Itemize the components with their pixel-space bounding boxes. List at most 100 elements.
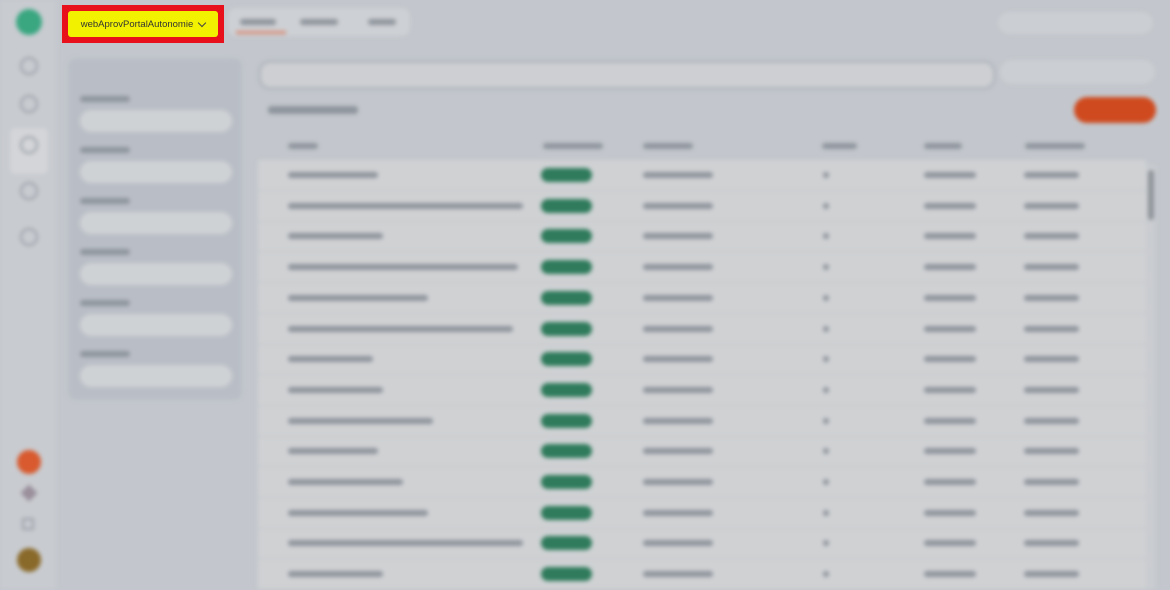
filter-label <box>80 198 130 204</box>
row-name[interactable] <box>288 172 378 178</box>
column-header[interactable] <box>822 143 857 149</box>
row-name[interactable] <box>288 571 383 578</box>
row-modified <box>1024 571 1079 578</box>
status-badge <box>541 168 592 182</box>
row-created <box>924 264 976 271</box>
nav-active-icon[interactable] <box>20 136 38 154</box>
search-input[interactable] <box>258 60 996 90</box>
table-row[interactable] <box>258 283 1146 314</box>
create-button[interactable] <box>1074 97 1156 123</box>
table-scrollbar[interactable] <box>1146 165 1156 589</box>
filter-select[interactable] <box>80 161 232 183</box>
table-row[interactable] <box>258 191 1146 222</box>
column-header[interactable] <box>924 143 962 149</box>
row-modified <box>1024 264 1079 271</box>
table-row[interactable] <box>258 436 1146 468</box>
table-header <box>258 135 1146 157</box>
table-row[interactable] <box>258 498 1146 529</box>
filter-select[interactable] <box>80 110 232 132</box>
status-badge <box>541 198 592 213</box>
workspace-selector-label: webAprovPortalAutonomie <box>80 18 194 30</box>
row-name[interactable] <box>288 479 403 485</box>
row-created <box>924 233 976 240</box>
filter-select[interactable] <box>80 263 232 285</box>
row-type <box>643 571 713 578</box>
row-name[interactable] <box>288 356 373 363</box>
row-count <box>823 202 829 209</box>
table-row[interactable] <box>258 467 1146 498</box>
row-name[interactable] <box>288 294 428 301</box>
row-type <box>643 202 713 209</box>
row-modified <box>1024 540 1079 547</box>
notification-avatar[interactable] <box>17 450 41 474</box>
row-name[interactable] <box>288 202 523 209</box>
column-header[interactable] <box>288 143 318 149</box>
tab-2[interactable] <box>300 19 338 25</box>
column-header[interactable] <box>643 143 693 149</box>
table-row[interactable] <box>258 528 1146 560</box>
row-name[interactable] <box>288 233 383 240</box>
status-badge <box>541 444 592 459</box>
row-created <box>924 509 976 516</box>
row-count <box>823 386 829 393</box>
results-count <box>268 106 358 114</box>
table-row[interactable] <box>258 252 1146 284</box>
filter-select[interactable] <box>80 212 232 234</box>
top-right-select[interactable] <box>998 12 1153 34</box>
filter-select[interactable] <box>80 365 232 387</box>
table-row[interactable] <box>258 559 1146 590</box>
row-type <box>643 540 713 547</box>
settings-icon[interactable] <box>20 228 38 246</box>
filter-label <box>80 96 130 102</box>
table-row[interactable] <box>258 314 1146 345</box>
row-name[interactable] <box>288 509 428 516</box>
table-row[interactable] <box>258 375 1146 406</box>
filter-select[interactable] <box>80 314 232 336</box>
tab-3[interactable] <box>368 19 396 25</box>
chevron-down-icon <box>197 18 207 27</box>
row-name[interactable] <box>288 264 518 271</box>
row-modified <box>1024 417 1079 424</box>
filter-label <box>80 147 130 153</box>
workspace-selector[interactable]: webAprovPortalAutonomie <box>62 5 224 43</box>
status-badge <box>541 321 592 336</box>
row-created <box>924 571 976 578</box>
row-count <box>823 325 829 332</box>
row-created <box>924 417 976 424</box>
tab-1[interactable] <box>240 19 276 25</box>
home-icon[interactable] <box>20 57 38 75</box>
row-modified <box>1024 386 1079 393</box>
status-badge <box>541 382 592 397</box>
table-row[interactable] <box>258 221 1146 253</box>
nav-icon[interactable] <box>20 95 38 113</box>
rocket-icon[interactable] <box>20 484 38 502</box>
row-modified <box>1024 294 1079 301</box>
row-count <box>823 172 829 178</box>
table-body <box>258 160 1146 590</box>
row-created <box>924 294 976 301</box>
table-row[interactable] <box>258 160 1146 191</box>
column-header[interactable] <box>1025 143 1085 149</box>
row-name[interactable] <box>288 417 433 424</box>
table-row[interactable] <box>258 344 1146 376</box>
column-header[interactable] <box>543 143 603 149</box>
scrollbar-thumb[interactable] <box>1148 170 1154 220</box>
row-type <box>643 233 713 240</box>
table-row[interactable] <box>258 406 1146 437</box>
nav-icon[interactable] <box>20 182 38 200</box>
row-name[interactable] <box>288 448 378 455</box>
row-modified <box>1024 479 1079 485</box>
status-badge <box>541 229 592 244</box>
filter-select[interactable] <box>1000 60 1155 84</box>
row-name[interactable] <box>288 386 383 393</box>
row-modified <box>1024 172 1079 178</box>
active-tab-indicator <box>236 31 286 34</box>
row-created <box>924 448 976 455</box>
user-avatar[interactable] <box>17 548 41 572</box>
row-name[interactable] <box>288 325 513 332</box>
help-icon[interactable] <box>22 518 34 530</box>
workspace-selector-highlight[interactable]: webAprovPortalAutonomie <box>68 11 218 37</box>
row-name[interactable] <box>288 540 523 547</box>
sidebar <box>0 0 56 589</box>
status-badge <box>541 475 592 489</box>
